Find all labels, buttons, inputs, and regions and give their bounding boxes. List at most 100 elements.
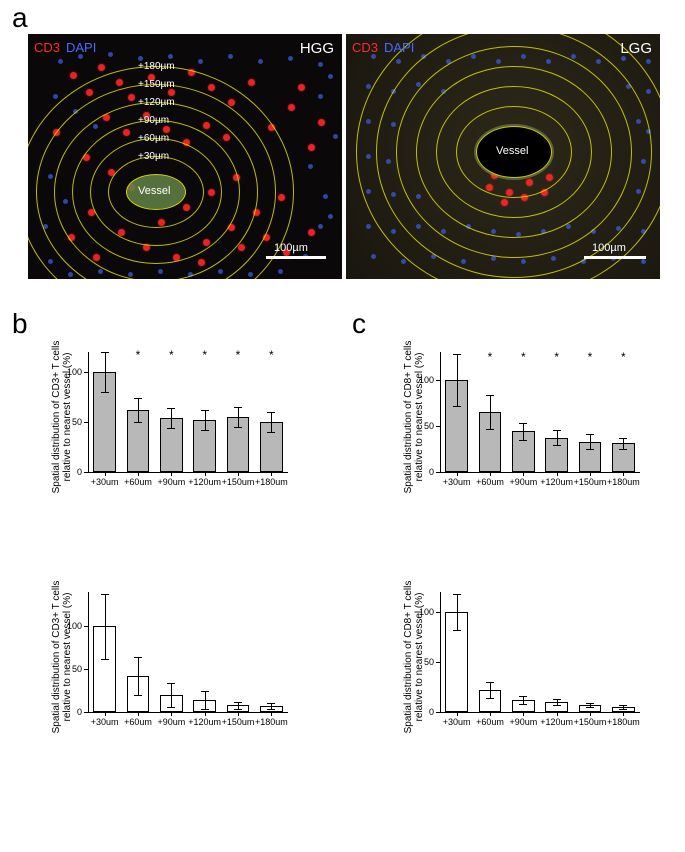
significance-marker: * (521, 350, 526, 364)
error-cap (519, 696, 527, 697)
x-tick (205, 472, 206, 476)
x-tick-label: +30um (91, 717, 119, 727)
x-tick (557, 472, 558, 476)
error-cap (267, 709, 275, 710)
error-cap (486, 698, 494, 699)
y-tick (84, 422, 88, 423)
dapi-nucleus (168, 54, 173, 59)
error-bar (523, 423, 524, 440)
error-bar (138, 657, 139, 695)
error-cap (167, 408, 175, 409)
error-cap (486, 429, 494, 430)
dapi-nucleus (641, 259, 646, 264)
marker-cd3-label: CD3 (34, 40, 60, 55)
error-bar (138, 398, 139, 422)
x-tick (171, 472, 172, 476)
dapi-nucleus (401, 259, 406, 264)
scale-label: 100µm (274, 242, 308, 254)
y-axis-label: Spatial distribution of CD8+ T cells rel… (403, 337, 425, 497)
dapi-nucleus (318, 62, 323, 67)
x-tick (623, 472, 624, 476)
significance-marker: * (269, 348, 274, 362)
x-tick (490, 472, 491, 476)
dapi-nucleus (371, 254, 376, 259)
error-bar (238, 702, 239, 709)
cd3-cell (70, 72, 77, 79)
ring-distance-label: +150µm (138, 79, 175, 90)
error-cap (134, 398, 142, 399)
x-tick-label: +60um (476, 717, 504, 727)
error-bar (105, 594, 106, 659)
error-cap (619, 709, 627, 710)
error-cap (167, 428, 175, 429)
panel-b-label: b (12, 308, 28, 340)
x-tick (138, 712, 139, 716)
error-cap (234, 702, 242, 703)
error-bar (171, 408, 172, 428)
x-tick (171, 712, 172, 716)
x-tick-label: +120um (188, 717, 221, 727)
panel-c-charts: 050100+30um*+60um*+90um*+120um*+150um*+1… (400, 342, 650, 732)
x-tick (238, 712, 239, 716)
dapi-nucleus (258, 59, 263, 64)
error-cap (519, 440, 527, 441)
y-tick (84, 669, 88, 670)
x-tick-label: +30um (443, 717, 471, 727)
error-cap (586, 703, 594, 704)
scale-bar (266, 256, 326, 259)
x-tick (457, 712, 458, 716)
dapi-nucleus (323, 194, 328, 199)
error-cap (234, 709, 242, 710)
bar-chart: 050100+30um+60um+90um+120um+150um+180umS… (48, 582, 298, 732)
x-tick (457, 472, 458, 476)
error-bar (457, 594, 458, 630)
error-bar (623, 438, 624, 449)
dapi-nucleus (318, 94, 323, 99)
error-cap (101, 594, 109, 595)
bar-chart: 050100+30um*+60um*+90um*+120um*+150um*+1… (400, 342, 650, 492)
marker-dapi-label: DAPI (384, 40, 414, 55)
dapi-nucleus (333, 134, 338, 139)
x-tick-label: +90um (157, 717, 185, 727)
scale-label: 100µm (592, 242, 626, 254)
error-cap (201, 430, 209, 431)
y-tick (436, 712, 440, 713)
error-cap (134, 657, 142, 658)
significance-marker: * (169, 348, 174, 362)
error-cap (586, 449, 594, 450)
error-bar (205, 410, 206, 430)
error-cap (619, 705, 627, 706)
ring-distance-label: +180µm (138, 61, 175, 72)
dapi-nucleus (278, 269, 283, 274)
dapi-nucleus (366, 84, 371, 89)
x-tick-label: +60um (124, 477, 152, 487)
dapi-nucleus (58, 59, 63, 64)
y-tick (436, 472, 440, 473)
x-tick (590, 712, 591, 716)
cd3-cell (248, 79, 255, 86)
vessel-label: Vessel (496, 145, 528, 157)
y-axis (440, 592, 441, 712)
significance-marker: * (588, 350, 593, 364)
error-cap (134, 695, 142, 696)
ring-distance-label: +120µm (138, 97, 175, 108)
error-cap (619, 438, 627, 439)
dapi-nucleus (228, 54, 233, 59)
error-cap (553, 705, 561, 706)
cd3-cell (298, 84, 305, 91)
error-bar (271, 412, 272, 432)
ring-distance-label: +60µm (138, 133, 169, 144)
error-cap (453, 406, 461, 407)
dapi-nucleus (308, 164, 313, 169)
vessel-label: Vessel (138, 185, 170, 197)
x-tick-label: +90um (509, 477, 537, 487)
x-tick-label: +30um (91, 477, 119, 487)
error-bar (105, 352, 106, 392)
y-axis (88, 352, 89, 472)
x-tick-label: +120um (188, 477, 221, 487)
error-cap (519, 704, 527, 705)
y-axis (88, 592, 89, 712)
dapi-nucleus (328, 214, 333, 219)
error-cap (586, 707, 594, 708)
micrograph-hgg: Vessel+30µm+60µm+90µm+120µm+150µm+180µmC… (28, 34, 342, 279)
